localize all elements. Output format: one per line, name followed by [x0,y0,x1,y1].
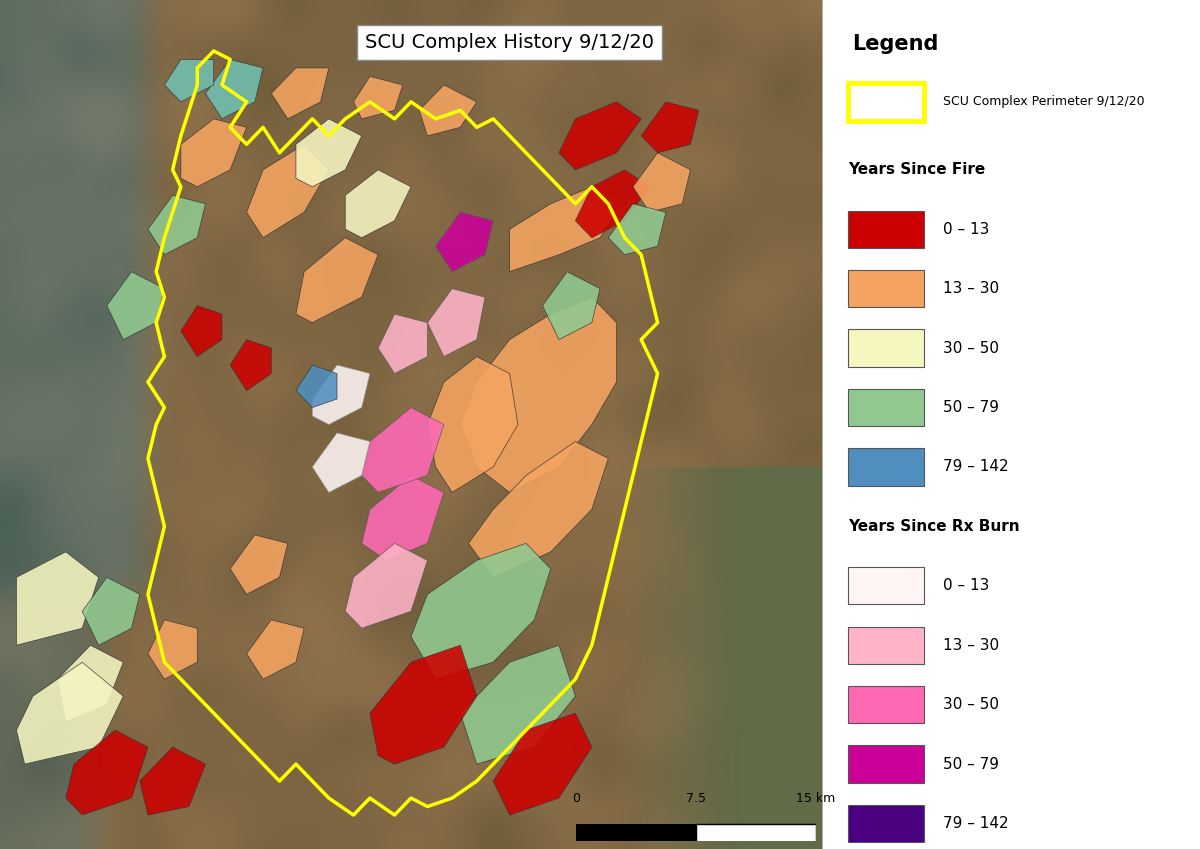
Text: 79 – 142: 79 – 142 [943,459,1008,475]
Polygon shape [247,620,304,679]
Polygon shape [148,195,205,255]
Polygon shape [312,365,370,424]
Text: 79 – 142: 79 – 142 [943,816,1008,831]
FancyBboxPatch shape [848,389,924,426]
Text: 50 – 79: 50 – 79 [943,400,998,415]
FancyBboxPatch shape [848,805,924,842]
Text: 30 – 50: 30 – 50 [943,697,998,712]
Text: SCU Complex Perimeter 9/12/20: SCU Complex Perimeter 9/12/20 [943,95,1145,109]
Polygon shape [181,306,222,357]
Polygon shape [181,119,247,187]
Polygon shape [107,272,164,340]
Text: 0: 0 [572,792,580,805]
Polygon shape [576,170,649,238]
Polygon shape [542,272,600,340]
Polygon shape [346,543,427,628]
Bar [576,824,696,845]
FancyBboxPatch shape [848,211,924,248]
Polygon shape [468,441,608,577]
Text: SCU Complex History 9/12/20: SCU Complex History 9/12/20 [365,33,654,52]
FancyBboxPatch shape [848,745,924,783]
Polygon shape [58,645,124,722]
Polygon shape [66,730,148,815]
Polygon shape [17,662,124,764]
Polygon shape [83,577,139,645]
Polygon shape [436,212,493,272]
Polygon shape [139,747,205,815]
Polygon shape [164,59,214,102]
Polygon shape [641,102,698,153]
Text: Years Since Fire: Years Since Fire [848,162,985,177]
Text: 7.5: 7.5 [686,792,706,805]
Polygon shape [370,645,476,764]
Polygon shape [427,357,518,492]
FancyBboxPatch shape [848,448,924,486]
Bar [696,824,816,845]
Polygon shape [608,204,666,255]
Text: Legend: Legend [852,34,938,54]
FancyBboxPatch shape [848,627,924,664]
Text: 0 – 13: 0 – 13 [943,578,989,593]
Polygon shape [296,238,378,323]
Polygon shape [17,552,98,645]
Polygon shape [510,187,617,272]
Text: 13 – 30: 13 – 30 [943,281,1000,296]
Polygon shape [632,153,690,212]
Text: 50 – 79: 50 – 79 [943,756,998,772]
Text: Years Since Rx Burn: Years Since Rx Burn [848,519,1020,534]
Polygon shape [354,76,403,119]
Polygon shape [427,289,485,357]
Polygon shape [312,433,370,492]
Text: 13 – 30: 13 – 30 [943,638,1000,653]
Polygon shape [361,408,444,492]
Text: 30 – 50: 30 – 50 [943,340,998,356]
Polygon shape [296,365,337,408]
Polygon shape [493,713,592,815]
Text: 0 – 13: 0 – 13 [943,222,989,237]
Text: 15 km: 15 km [797,792,835,805]
Polygon shape [296,119,361,187]
Polygon shape [247,144,329,238]
Polygon shape [346,170,412,238]
Polygon shape [205,59,263,119]
Polygon shape [412,543,551,679]
Polygon shape [230,340,271,391]
FancyBboxPatch shape [848,83,924,121]
Polygon shape [461,645,576,764]
Polygon shape [271,68,329,119]
Polygon shape [378,314,427,374]
FancyBboxPatch shape [848,567,924,604]
FancyBboxPatch shape [848,686,924,723]
Polygon shape [419,85,476,136]
Polygon shape [230,535,288,594]
Polygon shape [559,102,641,170]
Polygon shape [148,620,197,679]
Polygon shape [461,297,617,492]
FancyBboxPatch shape [848,329,924,367]
FancyBboxPatch shape [848,270,924,307]
Polygon shape [361,475,444,560]
